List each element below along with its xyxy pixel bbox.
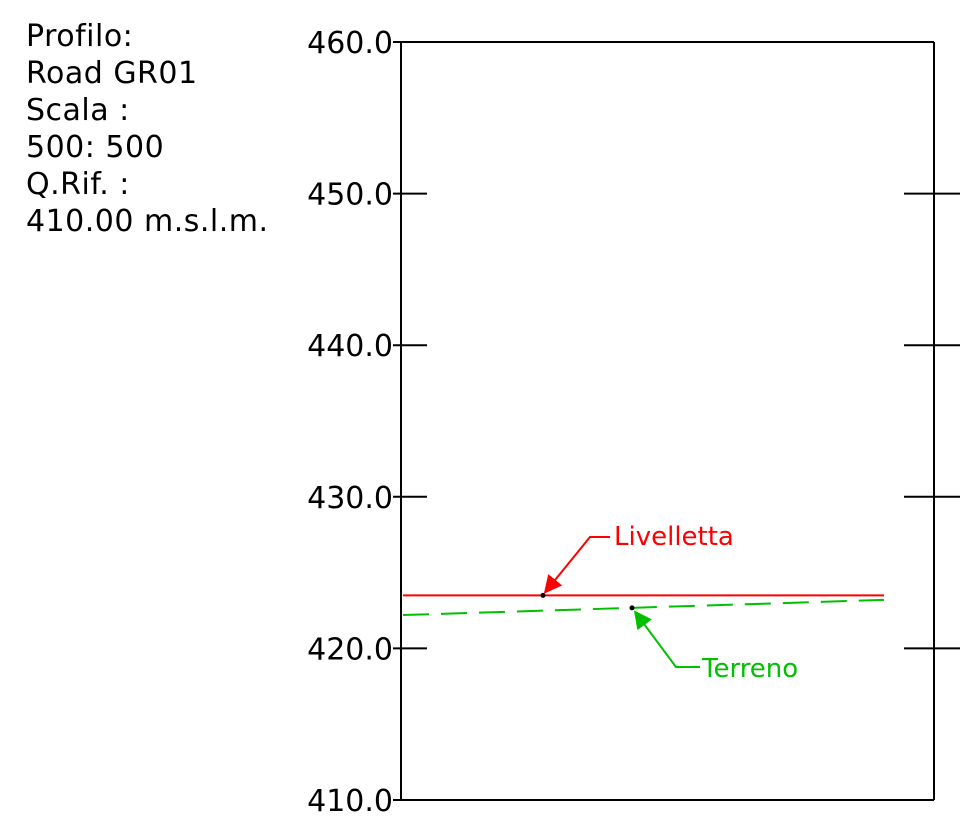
- profile-title-label: Profilo:: [26, 19, 134, 54]
- profile-info-block: Profilo: Road GR01 Scala : 500: 500 Q.Ri…: [26, 18, 269, 240]
- scale-label: Scala :: [26, 93, 130, 128]
- livelletta-callout-point: [540, 592, 546, 598]
- terreno-leader-arrow: [633, 610, 700, 668]
- scale-value: 500: 500: [26, 130, 165, 165]
- road-name: Road GR01: [26, 56, 198, 91]
- livelletta-leader-arrow: [543, 536, 610, 594]
- livelletta-label: Livelletta: [614, 522, 734, 552]
- elevation-tick-labels: 460.0 450.0 440.0 430.0 420.0 410.0: [307, 26, 393, 816]
- elevation-tick-label: 420.0: [307, 632, 393, 667]
- elevation-tick-label: 410.0: [307, 784, 393, 816]
- terreno-label: Terreno: [701, 654, 798, 684]
- reference-elevation-value: 410.00 m.s.l.m.: [26, 204, 269, 239]
- elevation-tick-label: 440.0: [307, 329, 393, 364]
- elevation-tick-label: 460.0: [307, 26, 393, 61]
- terreno-profile-line: [402, 598, 885, 617]
- elevation-tick-label: 430.0: [307, 481, 393, 516]
- reference-elevation-label: Q.Rif. :: [26, 167, 130, 202]
- elevation-axis: [393, 41, 960, 801]
- terreno-callout-point: [629, 605, 635, 611]
- elevation-tick-label: 450.0: [307, 178, 393, 213]
